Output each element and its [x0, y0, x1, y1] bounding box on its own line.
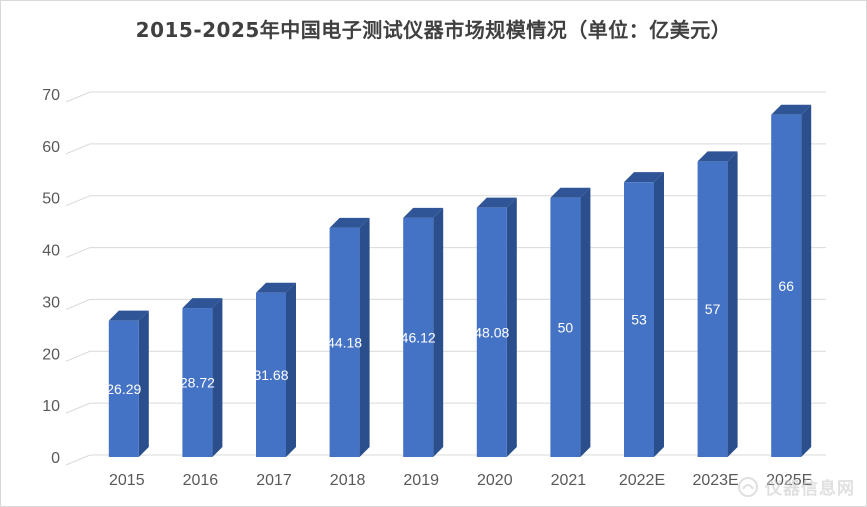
- x-tick-label: 2016: [183, 472, 219, 489]
- bar: [550, 187, 591, 457]
- data-label: 46.12: [401, 329, 436, 345]
- data-labels: 26.29 28.72 31.68 44.18 46.12 48.08 50 53 57 66: [106, 278, 794, 397]
- bar: [108, 310, 149, 457]
- x-tick-label: 2017: [256, 472, 292, 489]
- data-label: 48.08: [474, 324, 509, 340]
- bar-top: [108, 310, 149, 321]
- bar-side: [654, 172, 664, 457]
- x-tick-label: 2020: [477, 472, 513, 489]
- bar-top: [329, 217, 370, 228]
- bar-front: [550, 197, 581, 457]
- x-tick-label: 2025E: [766, 472, 812, 489]
- x-tick-label: 2022E: [619, 472, 665, 489]
- y-tick-label: 60: [42, 139, 60, 156]
- bar-side: [359, 217, 370, 457]
- bar-top: [256, 282, 296, 293]
- bar: [697, 151, 738, 457]
- data-label: 57: [705, 301, 721, 317]
- data-label: 66: [778, 278, 794, 294]
- bar-side: [212, 298, 223, 457]
- data-label: 53: [631, 312, 647, 328]
- bar-top: [182, 298, 223, 309]
- bar-top: [476, 197, 517, 208]
- bar-front: [108, 320, 139, 457]
- bar-front: [771, 114, 802, 457]
- bar: [771, 104, 812, 457]
- bar: [476, 197, 517, 458]
- bar-side: [506, 197, 517, 458]
- bar-front: [329, 227, 360, 457]
- y-tick-label: 70: [42, 87, 60, 104]
- bar-side: [580, 187, 591, 457]
- bar-top: [771, 104, 812, 115]
- bar-top: [550, 187, 591, 198]
- watermark: 仪器信息网: [737, 474, 855, 499]
- bar-front: [476, 207, 507, 457]
- bar: [182, 298, 223, 457]
- x-tick-label: 2019: [403, 472, 439, 489]
- bar: [256, 282, 296, 457]
- bar-side: [433, 207, 444, 457]
- y-tick-label: 20: [42, 346, 60, 363]
- x-tick-label: 2018: [330, 472, 366, 489]
- y-tick-label: 30: [42, 294, 60, 311]
- x-tick-label: 2021: [551, 472, 587, 489]
- data-label: 26.29: [106, 381, 141, 397]
- x-axis-ticks: 2015 2016 2017 2018 2019 2020 2021 2022E 2023E 20…: [109, 472, 812, 489]
- bar: [403, 207, 444, 457]
- bar-top: [697, 151, 738, 162]
- bar-top: [624, 172, 664, 183]
- bar-front: [697, 161, 728, 457]
- bars: [108, 104, 812, 458]
- bar-front: [256, 292, 286, 457]
- y-tick-label: 50: [42, 191, 60, 208]
- gridline: [65, 143, 826, 155]
- data-label: 50: [558, 319, 574, 335]
- y-tick-label: 0: [51, 450, 60, 467]
- x-tick-label: 2023E: [692, 472, 738, 489]
- bar-front: [182, 308, 213, 457]
- bar-side: [801, 104, 812, 457]
- x-tick-label: 2015: [109, 472, 145, 489]
- bar: [624, 172, 664, 457]
- bar: [329, 217, 370, 457]
- gridline: [65, 91, 826, 103]
- y-tick-label: 10: [42, 398, 60, 415]
- y-axis-ticks: 0 10 20 30 40 50 60 70: [42, 87, 60, 467]
- watermark-text: 仪器信息网: [765, 479, 855, 499]
- instrument-logo-icon: [738, 476, 758, 497]
- bar-front: [403, 217, 434, 457]
- data-label: 28.72: [180, 375, 215, 391]
- bar-side: [286, 282, 296, 457]
- data-label: 44.18: [327, 334, 362, 350]
- y-tick-label: 40: [42, 243, 60, 260]
- bar-side: [727, 151, 738, 457]
- chart-title: 2015-2025年中国电子测试仪器市场规模情况（单位：亿美元）: [135, 18, 732, 42]
- data-label: 31.68: [253, 367, 288, 383]
- bar-side: [138, 310, 149, 457]
- bar-front: [624, 182, 654, 457]
- bar-top: [403, 207, 444, 218]
